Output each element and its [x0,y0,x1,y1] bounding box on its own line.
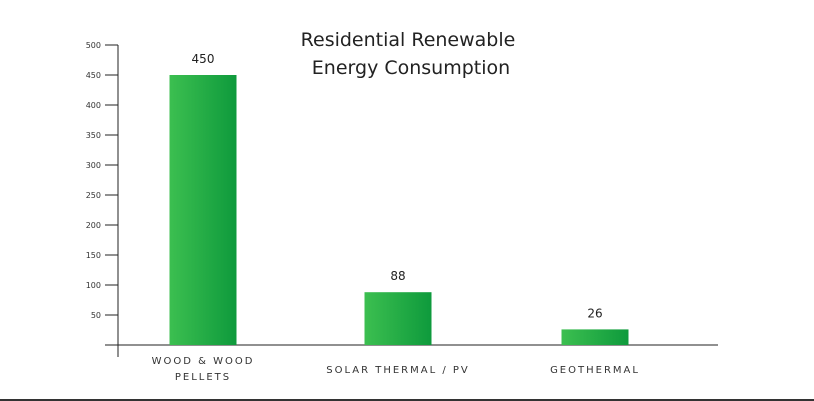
y-tick-label: 200 [86,221,101,230]
bottom-divider [0,399,814,401]
y-tick-label: 350 [86,131,101,140]
category-label: SOLAR THERMAL / PV [326,365,470,376]
value-label: 26 [587,306,602,320]
bar [169,75,237,345]
bar [561,329,629,345]
y-axis: 50 100 150 200 250 300 350 400 450 500 [86,41,119,357]
category-labels-group: WOOD & WOOD PELLETS SOLAR THERMAL / PV GEOT… [152,356,640,383]
chart-title-line-1: Residential Renewable [301,29,516,51]
value-label: 450 [192,52,215,66]
y-tick-label: 100 [86,281,101,290]
y-tick-label: 500 [86,41,101,50]
value-labels-group: 450 88 26 [192,52,603,320]
category-label: PELLETS [175,372,231,383]
y-tick-label: 50 [91,311,101,320]
bar [364,292,432,345]
chart-title-line-2: Energy Consumption [312,57,510,79]
category-label: WOOD & WOOD [152,356,255,367]
value-label: 88 [390,269,405,283]
y-tick-label: 400 [86,101,101,110]
y-tick-label: 300 [86,161,101,170]
y-tick-label: 150 [86,251,101,260]
bars-group [169,75,629,345]
category-label: GEOTHERMAL [550,365,640,376]
y-tick-label: 450 [86,71,101,80]
y-tick-label: 250 [86,191,101,200]
